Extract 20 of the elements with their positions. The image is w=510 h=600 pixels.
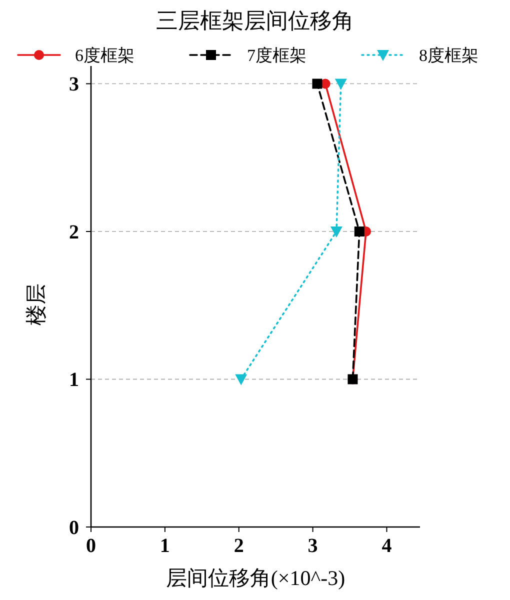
y-tick-label: 0 <box>69 517 79 539</box>
x-tick-label: 3 <box>308 535 318 557</box>
legend-label: 8度框架 <box>419 46 478 65</box>
x-tick-label: 2 <box>234 535 244 557</box>
chart-title: 三层框架层间位移角 <box>156 8 354 33</box>
legend-label: 7度框架 <box>247 46 306 65</box>
point <box>235 374 248 386</box>
point <box>312 78 322 89</box>
x-axis-title: 层间位移角(×10^-3) <box>166 566 346 590</box>
legend-label: 6度框架 <box>75 46 134 65</box>
point <box>354 226 364 236</box>
x-tick-label: 4 <box>382 535 392 557</box>
y-tick-label: 1 <box>69 369 79 392</box>
point <box>334 78 347 90</box>
x-tick-label: 0 <box>86 535 96 557</box>
x-tick-label: 1 <box>160 535 170 557</box>
y-tick-label: 2 <box>69 221 79 244</box>
point <box>330 226 342 238</box>
y-tick-label: 3 <box>69 74 79 96</box>
y-axis-title: 楼层 <box>24 284 48 326</box>
